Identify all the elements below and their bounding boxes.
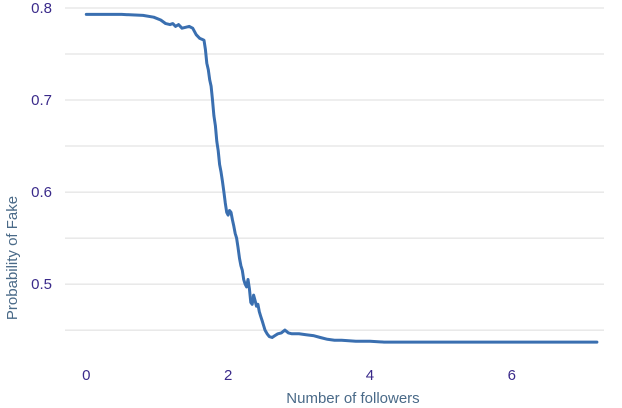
x-tick-label: 2 [224,367,232,384]
x-tick-label: 6 [508,367,516,384]
y-tick-label: 0.7 [31,92,52,109]
y-tick-label: 0.8 [31,0,52,17]
gridlines [65,7,604,331]
x-tick-label: 4 [366,367,374,384]
y-axis-ticks: 0.5 0.6 0.7 0.8 [31,0,52,293]
x-axis-title: Number of followers [286,390,419,407]
y-tick-label: 0.5 [31,276,52,293]
series-line [84,12,599,344]
series-lines [84,12,599,344]
x-tick-label: 0 [82,367,90,384]
y-axis-title: Probability of Fake [4,196,21,320]
x-axis-ticks: 0 2 4 6 [82,367,516,384]
y-tick-label: 0.6 [31,184,52,201]
